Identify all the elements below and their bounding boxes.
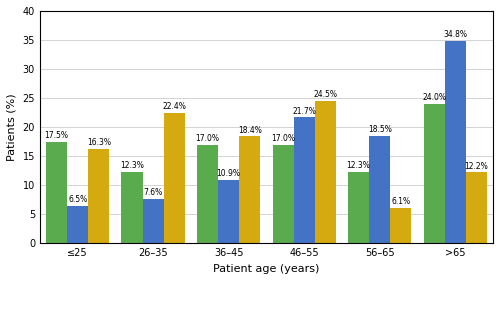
Bar bbox=[218, 180, 240, 243]
Bar bbox=[122, 172, 142, 243]
Bar bbox=[46, 142, 67, 243]
Bar bbox=[67, 206, 88, 243]
Bar bbox=[197, 144, 218, 243]
Bar bbox=[315, 101, 336, 243]
Bar bbox=[444, 41, 466, 243]
Text: 6.5%: 6.5% bbox=[68, 195, 87, 204]
Bar bbox=[369, 136, 390, 243]
X-axis label: Patient age (years): Patient age (years) bbox=[214, 264, 320, 274]
Text: 24.5%: 24.5% bbox=[314, 90, 338, 99]
Text: 24.0%: 24.0% bbox=[422, 93, 446, 102]
Bar bbox=[240, 136, 260, 243]
Bar bbox=[424, 104, 444, 243]
Text: 17.0%: 17.0% bbox=[196, 134, 220, 143]
Text: 18.4%: 18.4% bbox=[238, 126, 262, 135]
Text: 6.1%: 6.1% bbox=[392, 197, 410, 206]
Text: 17.5%: 17.5% bbox=[44, 131, 68, 140]
Bar bbox=[88, 149, 110, 243]
Text: 22.4%: 22.4% bbox=[162, 102, 186, 111]
Bar bbox=[390, 208, 411, 243]
Text: 17.0%: 17.0% bbox=[271, 134, 295, 143]
Text: 18.5%: 18.5% bbox=[368, 125, 392, 134]
Bar bbox=[142, 199, 164, 243]
Text: 12.2%: 12.2% bbox=[464, 162, 488, 171]
Text: 12.3%: 12.3% bbox=[346, 161, 370, 170]
Text: 12.3%: 12.3% bbox=[120, 161, 144, 170]
Text: 7.6%: 7.6% bbox=[144, 188, 163, 197]
Bar bbox=[272, 144, 293, 243]
Y-axis label: Patients (%): Patients (%) bbox=[7, 93, 17, 161]
Text: 34.8%: 34.8% bbox=[444, 30, 468, 39]
Text: 10.9%: 10.9% bbox=[216, 169, 240, 178]
Text: 16.3%: 16.3% bbox=[87, 138, 111, 147]
Bar bbox=[466, 173, 487, 243]
Bar bbox=[348, 172, 369, 243]
Bar bbox=[294, 117, 315, 243]
Bar bbox=[164, 113, 185, 243]
Text: 21.7%: 21.7% bbox=[292, 106, 316, 115]
